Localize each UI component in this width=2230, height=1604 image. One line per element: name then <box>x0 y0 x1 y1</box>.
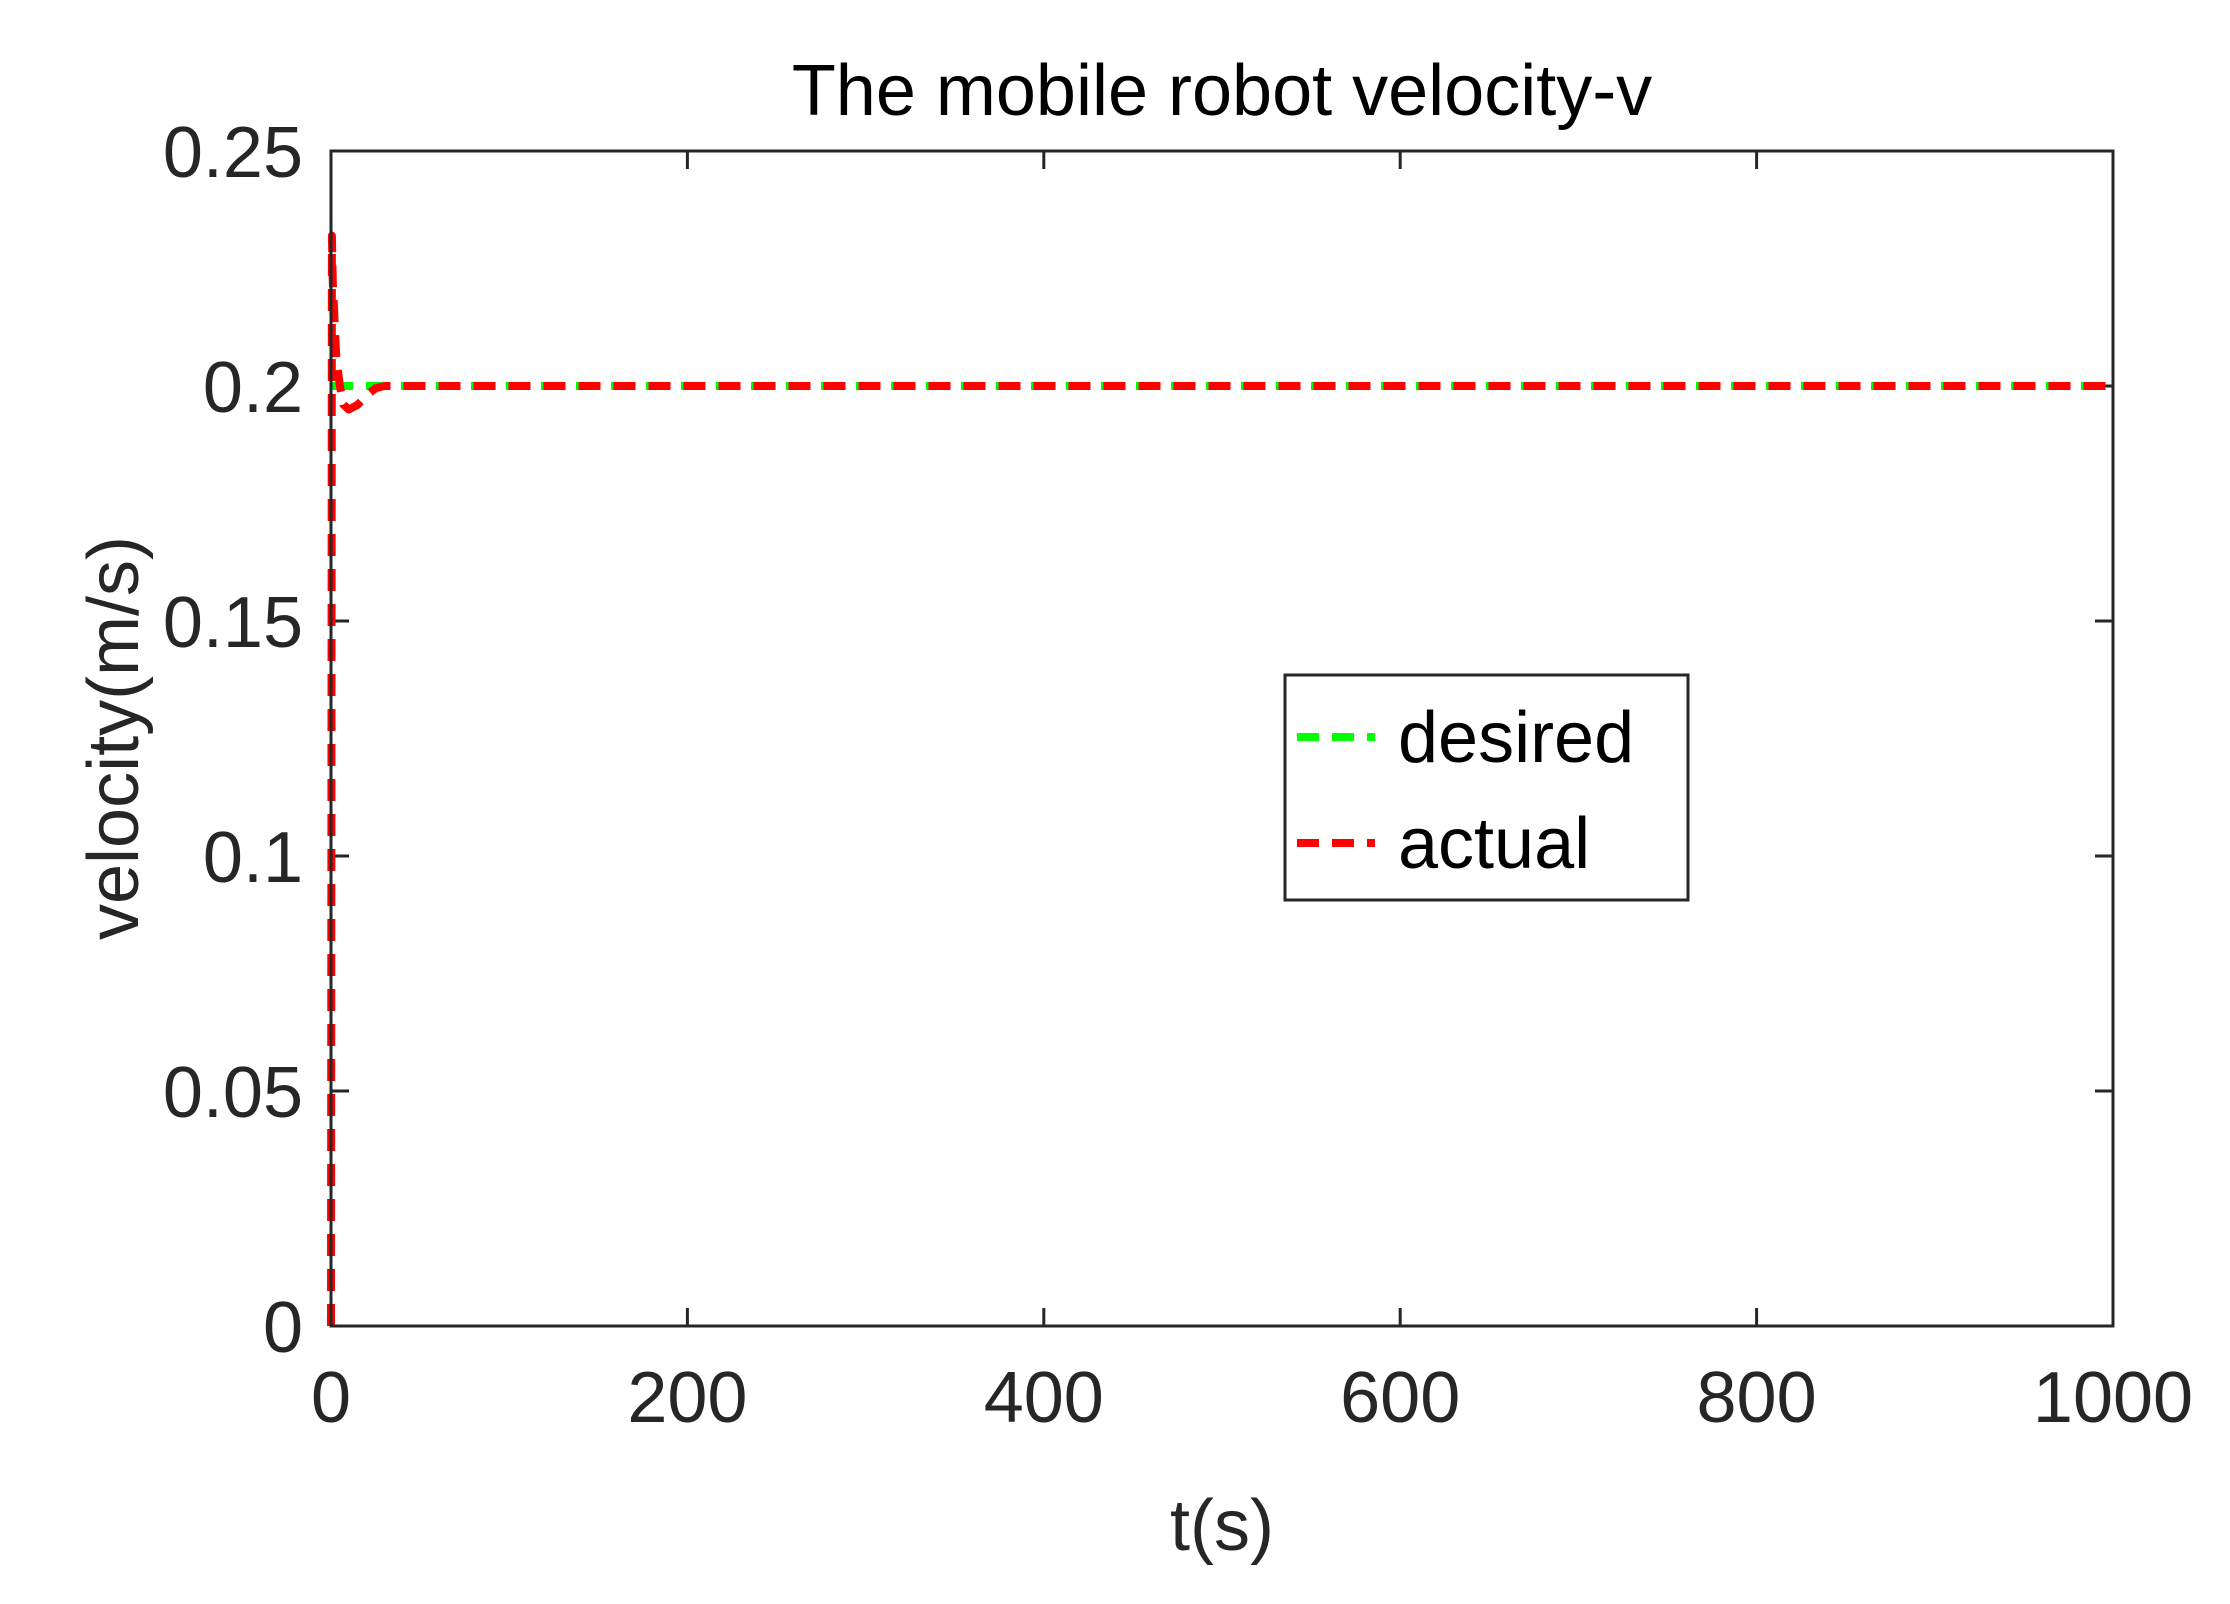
x-tick-label: 400 <box>984 1358 1104 1438</box>
y-tick-label: 0.1 <box>203 818 303 898</box>
x-axis-ticks: 0 200 400 600 800 1000 <box>311 151 2193 1438</box>
legend-label-actual: actual <box>1398 804 1590 884</box>
x-tick-label: 1000 <box>2033 1358 2193 1438</box>
y-tick-label: 0.2 <box>203 348 303 428</box>
plot-frame <box>329 149 2115 1328</box>
legend: desired actual <box>1283 673 1690 902</box>
plot-area <box>331 151 2113 1326</box>
y-tick-label: 0 <box>263 1288 303 1368</box>
y-tick-label: 0.25 <box>163 113 303 193</box>
y-tick-label: 0.15 <box>163 583 303 663</box>
series-line-actual <box>327 231 2113 1327</box>
y-axis-ticks: 0 0.05 0.1 0.15 0.2 0.25 <box>163 113 2113 1368</box>
chart-title: The mobile robot velocity-v <box>792 51 1652 131</box>
legend-box <box>1283 673 1690 902</box>
x-tick-label: 600 <box>1340 1358 1460 1438</box>
series-layer <box>327 231 2113 1327</box>
x-tick-label: 800 <box>1697 1358 1817 1438</box>
x-tick-label: 200 <box>627 1358 747 1438</box>
y-axis-label: velocity(m/s) <box>74 536 154 940</box>
x-tick-label: 0 <box>311 1358 351 1438</box>
legend-label-desired: desired <box>1398 698 1634 778</box>
x-axis-label: t(s) <box>1170 1486 1274 1566</box>
y-tick-label: 0.05 <box>163 1053 303 1133</box>
